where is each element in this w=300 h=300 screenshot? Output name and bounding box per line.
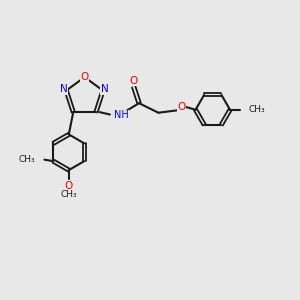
Text: NH: NH <box>114 110 129 120</box>
Text: O: O <box>80 72 89 82</box>
Text: O: O <box>130 76 138 86</box>
Text: CH₃: CH₃ <box>249 105 266 114</box>
Text: N: N <box>100 84 108 94</box>
Text: O: O <box>65 181 73 190</box>
Text: N: N <box>60 84 68 94</box>
Text: O: O <box>177 102 186 112</box>
Text: CH₃: CH₃ <box>61 190 77 199</box>
Text: CH₃: CH₃ <box>18 155 35 164</box>
